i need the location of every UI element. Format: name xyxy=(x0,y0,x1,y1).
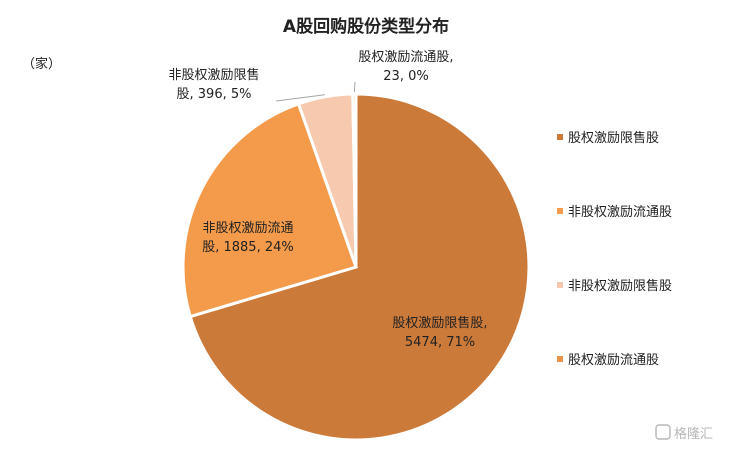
legend-swatch-1 xyxy=(557,134,563,140)
data-labels: 股权激励限售股, 5474, 71% 非股权激励流通股, 1885, 24% 非股权激… xyxy=(168,49,487,350)
pie-slice-1 xyxy=(188,92,531,442)
legend-label-1: 股权激励限售股 xyxy=(568,130,659,146)
data-label-4: 股权激励流通股, 23, 0% xyxy=(358,49,453,84)
pie-slice-2 xyxy=(181,101,358,319)
leader-line-2 xyxy=(353,81,356,93)
legend-label-2: 非股权激励流通股 xyxy=(568,204,672,220)
legend-label-4: 股权激励流通股 xyxy=(568,352,659,368)
data-label-1: 股权激励限售股, 5474, 71% xyxy=(392,315,487,350)
legend-swatch-2 xyxy=(557,208,563,214)
watermark-logo-icon xyxy=(655,424,671,440)
pie-slices xyxy=(181,92,531,442)
watermark-text: 格隆汇 xyxy=(674,426,713,442)
pie-slice-4 xyxy=(351,92,358,268)
unit-label: （家） xyxy=(22,56,61,72)
legend-swatch-3 xyxy=(557,282,563,288)
data-label-2: 非股权激励流通股, 1885, 24% xyxy=(202,220,294,255)
data-label-3: 非股权激励限售股, 396, 5% xyxy=(168,67,259,102)
chart-title: A股回购股份类型分布 xyxy=(283,16,449,37)
leader-line-1 xyxy=(275,94,325,102)
legend-label-3: 非股权激励限售股 xyxy=(568,278,672,294)
watermark: 格隆汇 xyxy=(655,424,713,442)
legend-swatch-4 xyxy=(557,356,563,362)
